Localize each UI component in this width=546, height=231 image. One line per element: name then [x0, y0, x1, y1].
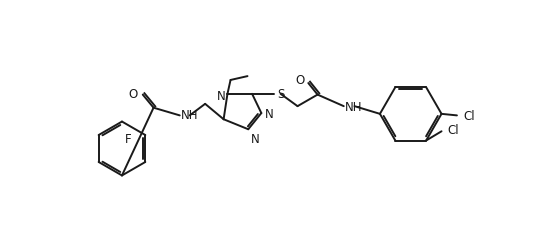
Text: Cl: Cl — [463, 109, 474, 122]
Text: O: O — [295, 73, 305, 86]
Text: O: O — [128, 87, 138, 100]
Text: NH: NH — [345, 100, 362, 113]
Text: N: N — [265, 107, 274, 120]
Text: F: F — [125, 132, 132, 145]
Text: N: N — [216, 89, 225, 102]
Text: Cl: Cl — [448, 124, 459, 137]
Text: S: S — [277, 88, 285, 101]
Text: N: N — [251, 132, 259, 145]
Text: NH: NH — [181, 109, 198, 122]
